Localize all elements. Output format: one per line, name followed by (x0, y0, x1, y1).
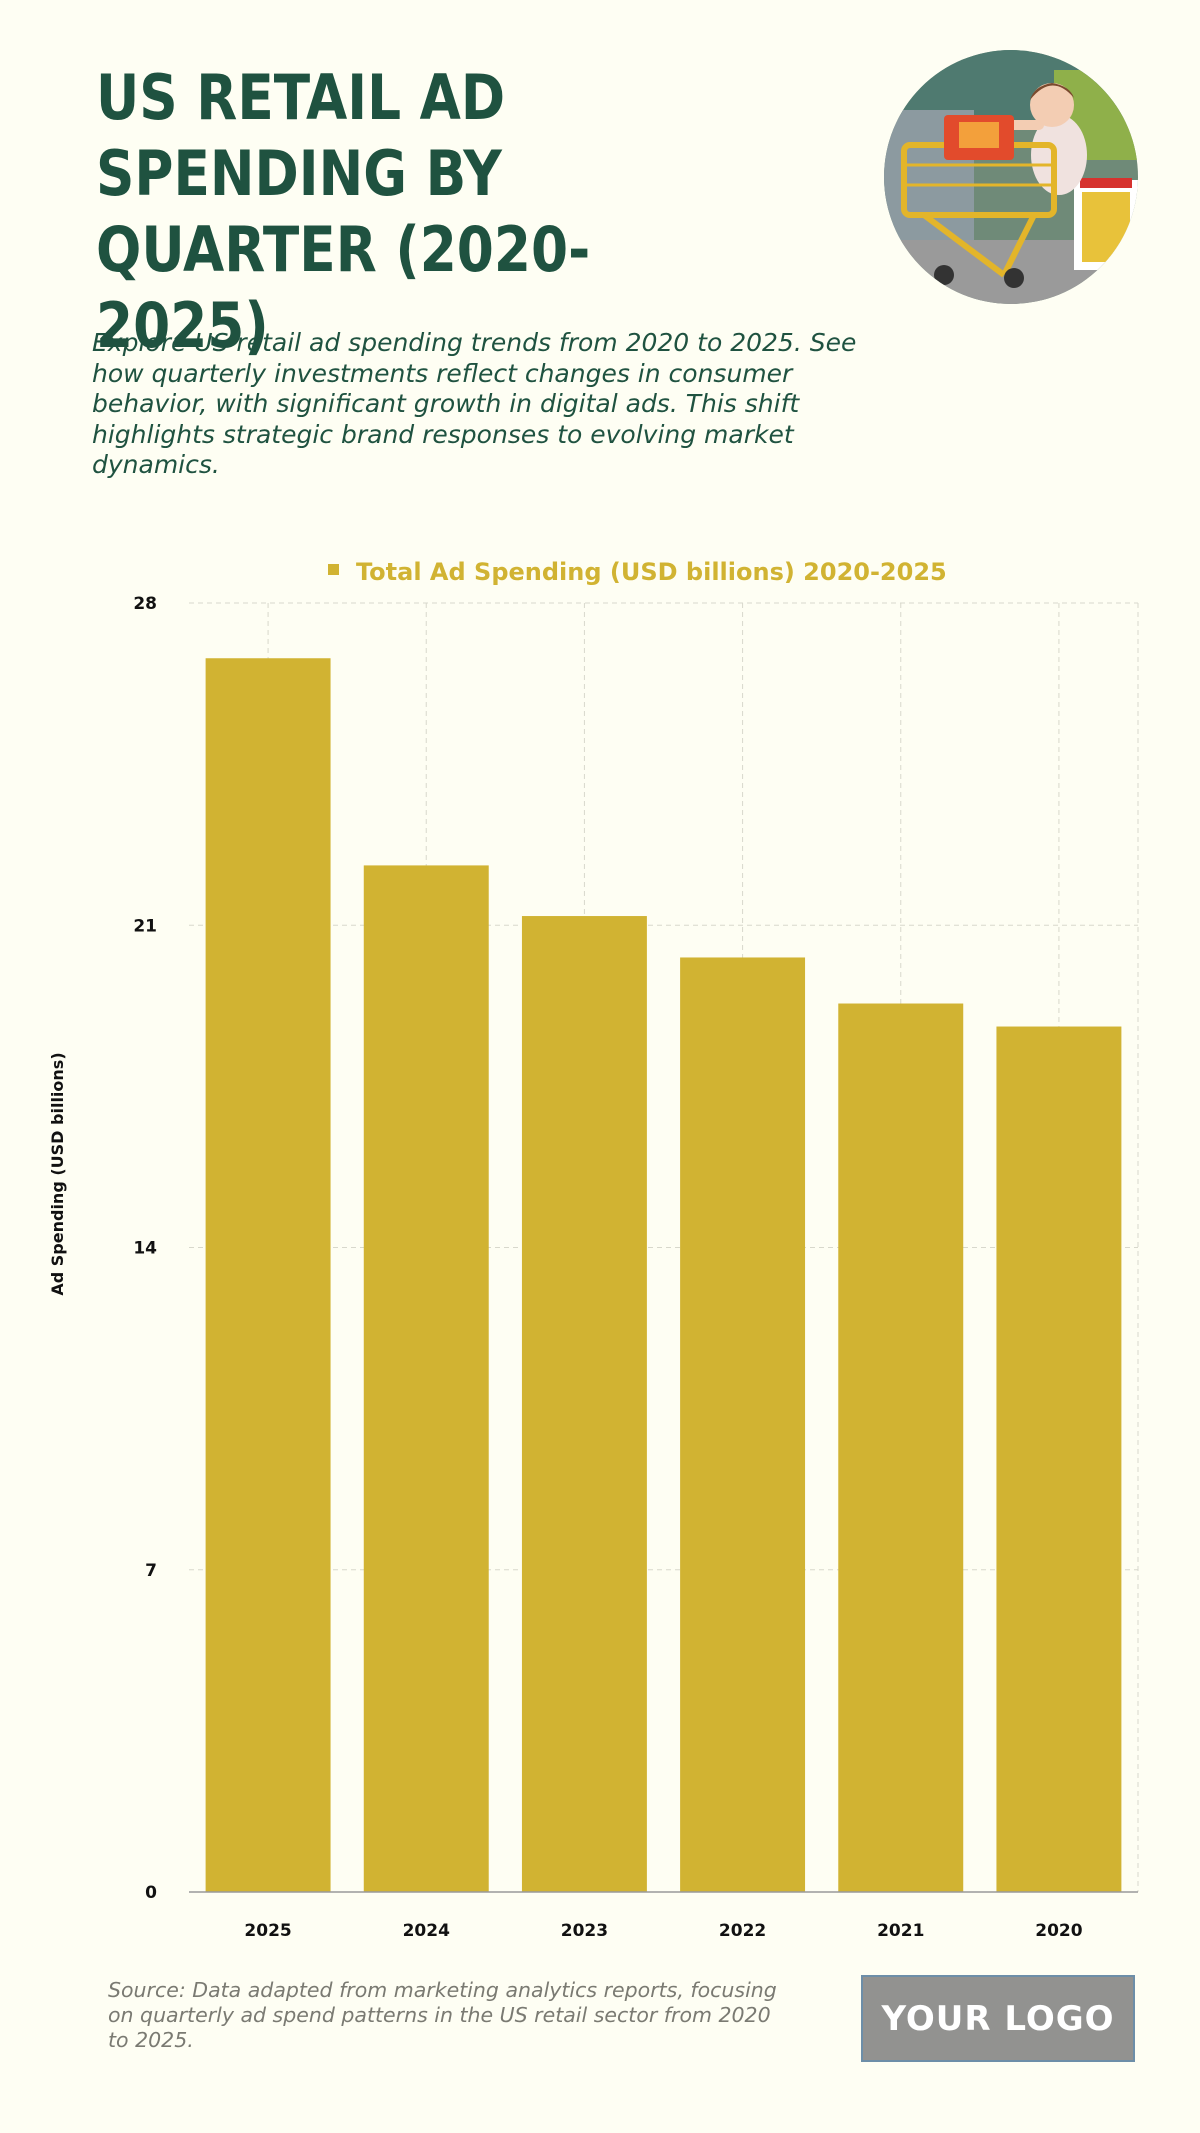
x-tick-label-2024: 2024 (403, 1921, 450, 1941)
legend-swatch (328, 564, 339, 575)
grid-lines (189, 602, 1139, 1892)
y-tick-label-4: 28 (133, 594, 157, 614)
bar-2025 (205, 658, 331, 1892)
bar-chart: 0 7 14 21 28 2025 2024 2023 2022 2021 2020 Total … (48, 558, 1139, 1941)
bar-2023 (521, 916, 647, 1892)
y-tick-label-3: 21 (133, 916, 157, 936)
y-axis-title: Ad Spending (USD billions) (48, 1052, 67, 1295)
page-title: US RETAIL AD SPENDING BY QUARTER (2020-2… (96, 61, 591, 362)
x-tick-label-2021: 2021 (877, 1921, 924, 1941)
page-subtitle: Explore US retail ad spending trends fro… (92, 328, 857, 479)
bar-2024 (363, 865, 489, 1892)
bar-2020 (996, 1026, 1122, 1892)
bar-2022 (680, 957, 806, 1892)
y-tick-labels: 0 7 14 21 28 (133, 594, 157, 1903)
logo-placeholder: YOUR LOGO (861, 1975, 1135, 2062)
shopping-cart-illustration (884, 50, 1138, 304)
bars (205, 658, 1122, 1892)
y-tick-label-1: 7 (145, 1561, 157, 1581)
x-tick-label-2022: 2022 (719, 1921, 766, 1941)
bar-2021 (838, 1003, 964, 1892)
x-tick-label-2025: 2025 (244, 1921, 291, 1941)
x-tick-label-2023: 2023 (561, 1921, 608, 1941)
shopping-cart-photo (884, 50, 1138, 304)
legend: Total Ad Spending (USD billions) 2020-20… (328, 558, 947, 586)
y-tick-label-0: 0 (145, 1883, 157, 1903)
y-tick-label-2: 14 (133, 1239, 157, 1259)
logo-text: YOUR LOGO (881, 1998, 1115, 2039)
source-note: Source: Data adapted from marketing anal… (108, 1978, 777, 2052)
x-tick-label-2020: 2020 (1035, 1921, 1082, 1941)
legend-label: Total Ad Spending (USD billions) 2020-20… (356, 558, 947, 586)
x-tick-labels: 2025 2024 2023 2022 2021 2020 (244, 1921, 1082, 1941)
